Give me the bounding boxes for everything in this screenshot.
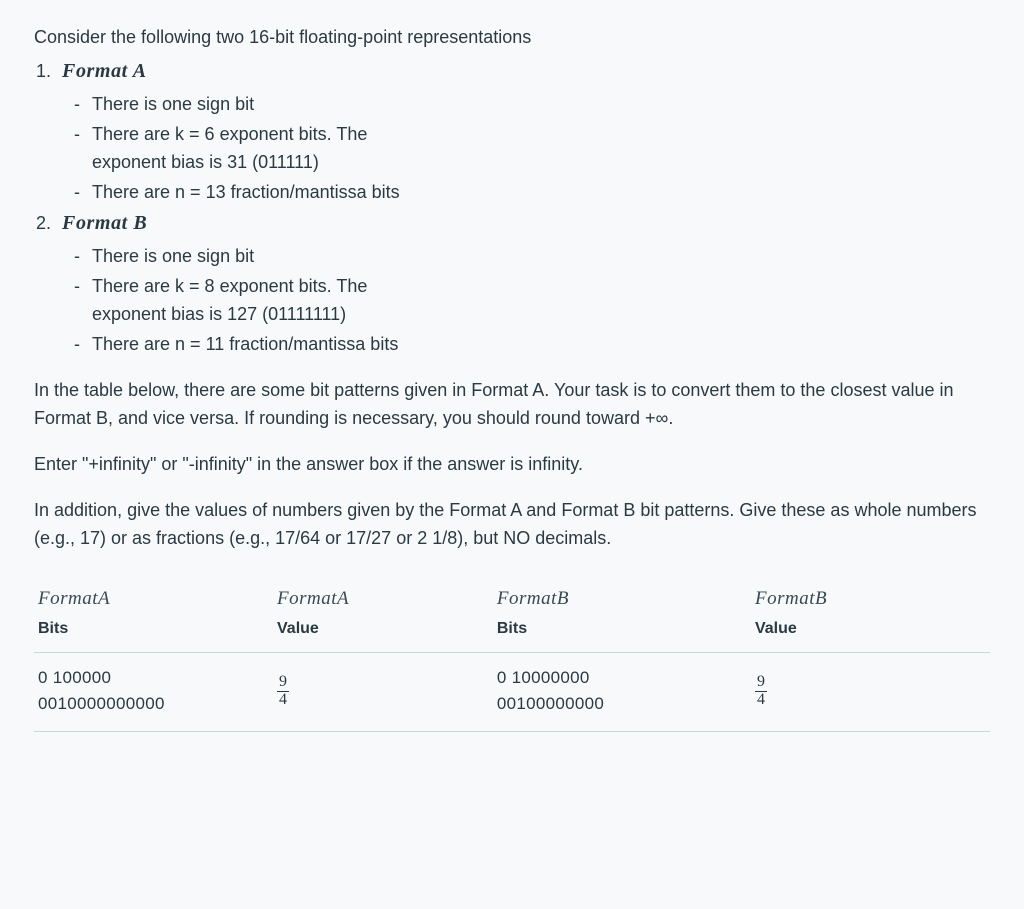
format-b-title: Format B: [62, 212, 147, 234]
col-header-sub: Bits: [38, 620, 68, 637]
bullet-text: There are n = 11 fraction/mantissa bits: [92, 334, 398, 354]
format-b-bullet: There are k = 8 exponent bits. The expon…: [74, 273, 990, 329]
bullet-text: There is one sign bit: [92, 246, 254, 266]
format-list: Format A There is one sign bit There are…: [34, 56, 990, 359]
intro-text: Consider the following two 16-bit floati…: [34, 24, 990, 52]
bullet-text: There are k = 8 exponent bits. The: [92, 276, 367, 296]
col-header-title: FormatB: [755, 584, 978, 613]
col-header-sub: Bits: [497, 620, 527, 637]
col-header-a-value: FormatA Value: [273, 574, 493, 652]
fraction-numerator: 9: [755, 674, 767, 692]
bits-line-1: 0 100000: [38, 665, 261, 691]
table-header-row: FormatA Bits FormatA Value FormatB Bits …: [34, 574, 990, 652]
col-header-b-bits: FormatB Bits: [493, 574, 751, 652]
instructions-paragraph-2: Enter "+infinity" or "-infinity" in the …: [34, 451, 990, 479]
format-b-bullet: There is one sign bit: [74, 243, 990, 271]
cell-a-value: 9 4: [273, 652, 493, 732]
format-b-bullets: There is one sign bit There are k = 8 ex…: [62, 243, 990, 359]
fraction-denominator: 4: [277, 692, 289, 709]
cell-b-value: 9 4: [751, 652, 990, 732]
cell-a-bits: 0 100000 0010000000000: [34, 652, 273, 732]
format-b-bullet: There are n = 11 fraction/mantissa bits: [74, 331, 990, 359]
col-header-title: FormatB: [497, 584, 739, 613]
fraction-numerator: 9: [277, 674, 289, 692]
bits-line-1: 0 10000000: [497, 665, 739, 691]
col-header-a-bits: FormatA Bits: [34, 574, 273, 652]
instructions-paragraph-1: In the table below, there are some bit p…: [34, 377, 990, 433]
bits-line-2: 0010000000000: [38, 691, 261, 717]
format-a-bullets: There is one sign bit There are k = 6 ex…: [62, 91, 990, 207]
conversion-table: FormatA Bits FormatA Value FormatB Bits …: [34, 574, 990, 732]
bullet-text-cont: exponent bias is 127 (01111111): [92, 301, 990, 329]
format-a-bullet: There are k = 6 exponent bits. The expon…: [74, 121, 990, 177]
bullet-text: There is one sign bit: [92, 94, 254, 114]
col-header-title: FormatA: [38, 584, 261, 613]
col-header-title: FormatA: [277, 584, 481, 613]
bits-line-2: 00100000000: [497, 691, 739, 717]
format-b-item: Format B There is one sign bit There are…: [56, 208, 990, 359]
fraction-denominator: 4: [755, 692, 767, 709]
format-a-title: Format A: [62, 60, 147, 82]
bullet-text: There are k = 6 exponent bits. The: [92, 124, 367, 144]
format-a-bullet: There are n = 13 fraction/mantissa bits: [74, 179, 990, 207]
table-row: 0 100000 0010000000000 9 4 0 10000000 00…: [34, 652, 990, 732]
fraction: 9 4: [277, 674, 289, 709]
col-header-b-value: FormatB Value: [751, 574, 990, 652]
fraction: 9 4: [755, 674, 767, 709]
bullet-text: There are n = 13 fraction/mantissa bits: [92, 182, 400, 202]
col-header-sub: Value: [277, 620, 319, 637]
cell-b-bits: 0 10000000 00100000000: [493, 652, 751, 732]
col-header-sub: Value: [755, 620, 797, 637]
instructions-paragraph-3: In addition, give the values of numbers …: [34, 497, 990, 553]
bullet-text-cont: exponent bias is 31 (011111): [92, 149, 990, 177]
format-a-item: Format A There is one sign bit There are…: [56, 56, 990, 207]
format-a-bullet: There is one sign bit: [74, 91, 990, 119]
